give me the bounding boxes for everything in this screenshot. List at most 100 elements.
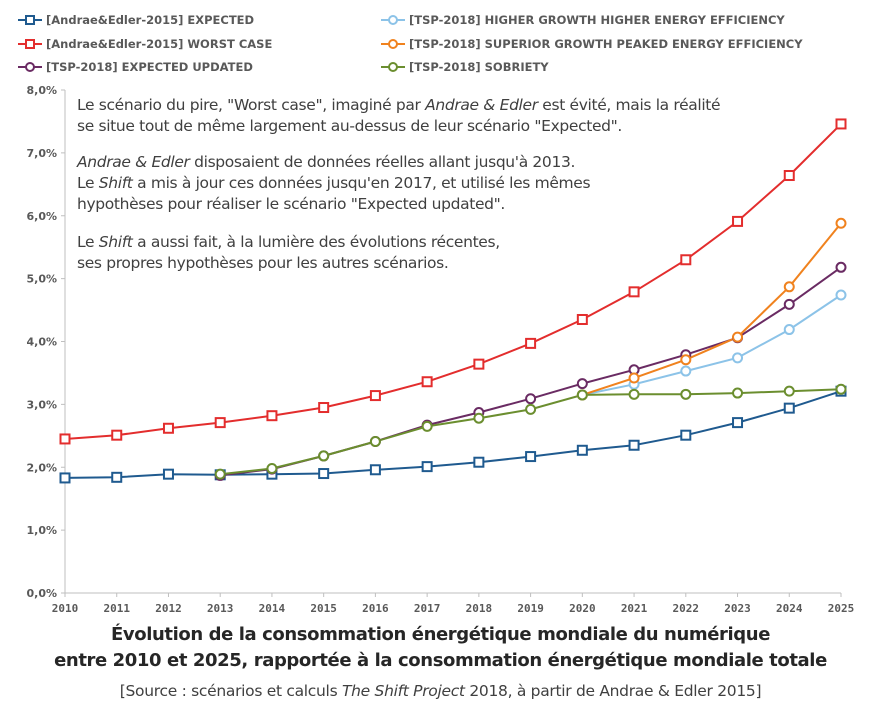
x-tick-label: 2021 bbox=[621, 602, 648, 615]
legend-marker-square bbox=[18, 39, 42, 49]
data-point bbox=[732, 417, 744, 429]
data-point bbox=[162, 468, 174, 480]
data-point bbox=[628, 286, 640, 298]
legend-item: [Andrae&Edler-2015] WORST CASE bbox=[18, 35, 272, 53]
data-point bbox=[473, 358, 485, 370]
data-point bbox=[783, 298, 795, 310]
legend-item: [Andrae&Edler-2015] EXPECTED bbox=[18, 11, 254, 29]
x-tick-label: 2025 bbox=[828, 602, 855, 615]
legend-item: [TSP-2018] SOBRIETY bbox=[381, 58, 549, 76]
annotation-line: Le Shift a aussi fait, à la lumière des … bbox=[77, 232, 500, 253]
data-point bbox=[576, 389, 588, 401]
annotation-text: Le bbox=[77, 233, 99, 251]
series-line bbox=[220, 266, 842, 477]
data-point bbox=[369, 435, 381, 447]
data-point bbox=[680, 429, 692, 441]
annotation-line: Le Shift a mis à jour ces données jusqu'… bbox=[77, 173, 591, 194]
x-tick-label: 2024 bbox=[776, 602, 803, 615]
x-tick-label: 2020 bbox=[569, 602, 596, 615]
data-point bbox=[680, 354, 692, 366]
y-tick-label: 6,0% bbox=[26, 210, 57, 223]
annotation-paragraph-2: Andrae & Edler disposaient de données ré… bbox=[77, 152, 591, 215]
legend-marker-square bbox=[18, 15, 42, 25]
annotation-emphasis: Shift bbox=[98, 174, 133, 192]
annotation-text: Le bbox=[77, 174, 99, 192]
data-point bbox=[318, 468, 330, 480]
legend-item: [TSP-2018] EXPECTED UPDATED bbox=[18, 58, 253, 76]
data-point bbox=[266, 410, 278, 422]
legend-label: [TSP-2018] HIGHER GROWTH HIGHER ENERGY E… bbox=[409, 13, 785, 27]
x-tick-label: 2023 bbox=[724, 602, 751, 615]
annotation-emphasis: Andrae & Edler bbox=[425, 96, 538, 114]
data-point bbox=[628, 372, 640, 384]
legend-marker-circle bbox=[18, 62, 42, 72]
data-point bbox=[421, 461, 433, 473]
data-point bbox=[783, 385, 795, 397]
annotation-line: ses propres hypothèses pour les autres s… bbox=[77, 254, 449, 272]
data-point bbox=[162, 422, 174, 434]
x-tick-label: 2011 bbox=[103, 602, 130, 615]
data-point bbox=[628, 388, 640, 400]
data-point bbox=[473, 456, 485, 468]
series-line bbox=[582, 294, 842, 396]
annotation-line: hypothèses pour réaliser le scénario "Ex… bbox=[77, 195, 506, 213]
y-tick-label: 8,0% bbox=[26, 84, 57, 97]
legend-item: [TSP-2018] HIGHER GROWTH HIGHER ENERGY E… bbox=[381, 11, 785, 29]
data-point bbox=[732, 387, 744, 399]
data-point bbox=[473, 412, 485, 424]
y-tick-label: 1,0% bbox=[26, 524, 57, 537]
y-tick-label: 3,0% bbox=[26, 398, 57, 411]
annotation-emphasis: Andrae & Edler bbox=[77, 153, 190, 171]
legend-label: [TSP-2018] EXPECTED UPDATED bbox=[46, 60, 253, 74]
y-tick-label: 5,0% bbox=[26, 273, 57, 286]
data-point bbox=[59, 433, 71, 445]
data-point bbox=[732, 352, 744, 364]
data-point bbox=[266, 463, 278, 475]
data-point bbox=[783, 402, 795, 414]
data-point bbox=[525, 403, 537, 415]
annotation-text: a aussi fait, à la lumière des évolution… bbox=[132, 233, 500, 251]
chart-caption-line-2: entre 2010 et 2025, rapportée à la conso… bbox=[54, 650, 827, 671]
x-tick-label: 2012 bbox=[155, 602, 182, 615]
data-point bbox=[525, 393, 537, 405]
legend-marker-circle bbox=[381, 39, 405, 49]
data-point bbox=[576, 313, 588, 325]
chart-legend: [Andrae&Edler-2015] EXPECTED [Andrae&Edl… bbox=[18, 6, 878, 78]
legend-label: [Andrae&Edler-2015] EXPECTED bbox=[46, 13, 255, 27]
annotation-emphasis: Shift bbox=[98, 233, 133, 251]
data-point bbox=[680, 365, 692, 377]
data-point bbox=[628, 439, 640, 451]
data-point bbox=[214, 468, 226, 480]
legend-label: [TSP-2018] SOBRIETY bbox=[409, 60, 549, 74]
series-line bbox=[64, 123, 842, 440]
annotation-paragraph-3: Le Shift a aussi fait, à la lumière des … bbox=[77, 232, 500, 274]
x-tick-label: 2014 bbox=[259, 602, 286, 615]
x-tick-label: 2019 bbox=[517, 602, 544, 615]
x-tick-label: 2015 bbox=[310, 602, 337, 615]
data-point bbox=[111, 429, 123, 441]
annotation-text: Le scénario du pire, "Worst case", imagi… bbox=[77, 96, 426, 114]
data-point bbox=[318, 450, 330, 462]
x-tick-label: 2010 bbox=[52, 602, 79, 615]
data-point bbox=[421, 376, 433, 388]
series-line bbox=[581, 222, 842, 396]
data-point bbox=[835, 289, 847, 301]
series-line bbox=[64, 390, 842, 479]
data-point bbox=[835, 217, 847, 229]
data-point bbox=[835, 261, 847, 273]
data-point bbox=[525, 337, 537, 349]
x-tick-label: 2018 bbox=[466, 602, 493, 615]
annotation-line: se situe tout de même largement au-dessu… bbox=[77, 117, 622, 135]
annotation-line: Andrae & Edler disposaient de données ré… bbox=[77, 152, 590, 173]
data-point bbox=[783, 170, 795, 182]
legend-label: [TSP-2018] SUPERIOR GROWTH PEAKED ENERGY… bbox=[409, 37, 803, 51]
annotation-line: Le scénario du pire, "Worst case", imagi… bbox=[77, 95, 721, 116]
legend-item: [TSP-2018] SUPERIOR GROWTH PEAKED ENERGY… bbox=[381, 35, 803, 53]
source-text: 2018, à partir de Andrae & Edler 2015] bbox=[464, 682, 762, 700]
source-emphasis: The Shift Project bbox=[341, 682, 465, 700]
chart-caption-line-1: Évolution de la consommation énergétique… bbox=[111, 624, 770, 645]
data-point bbox=[835, 383, 847, 395]
legend-marker-circle bbox=[381, 15, 405, 25]
legend-label: [Andrae&Edler-2015] WORST CASE bbox=[46, 37, 273, 51]
